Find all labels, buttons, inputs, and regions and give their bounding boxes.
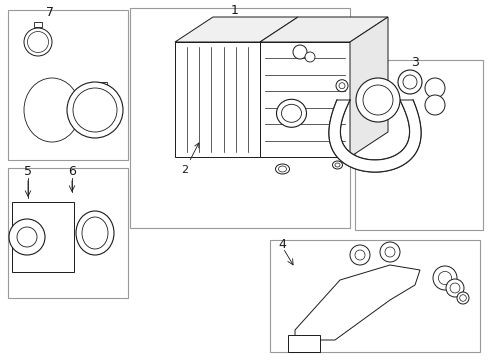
Circle shape: [305, 52, 314, 62]
Ellipse shape: [281, 104, 301, 122]
Bar: [20, 212, 32, 219]
Circle shape: [445, 279, 463, 297]
Circle shape: [349, 245, 369, 265]
Ellipse shape: [332, 161, 342, 169]
Circle shape: [379, 242, 399, 262]
Circle shape: [456, 292, 468, 304]
Bar: [354, 60, 482, 230]
Ellipse shape: [24, 78, 80, 142]
Circle shape: [24, 28, 52, 56]
Text: 2: 2: [181, 143, 199, 175]
Polygon shape: [12, 202, 74, 272]
Ellipse shape: [275, 164, 289, 174]
Circle shape: [459, 295, 466, 301]
Polygon shape: [287, 335, 319, 352]
Circle shape: [292, 45, 306, 59]
Circle shape: [354, 250, 364, 260]
Circle shape: [424, 95, 444, 115]
Ellipse shape: [278, 166, 286, 172]
Circle shape: [338, 83, 345, 89]
Text: 7: 7: [46, 5, 54, 18]
Text: 5: 5: [24, 166, 32, 179]
Circle shape: [17, 227, 37, 247]
Circle shape: [9, 219, 45, 255]
Ellipse shape: [42, 98, 62, 122]
Circle shape: [335, 80, 347, 92]
Bar: [8, 168, 128, 298]
Polygon shape: [175, 42, 260, 157]
Text: 4: 4: [278, 238, 285, 252]
Bar: [34, 22, 42, 27]
Polygon shape: [328, 100, 420, 172]
Ellipse shape: [76, 211, 114, 255]
Polygon shape: [260, 17, 387, 42]
Circle shape: [355, 78, 399, 122]
Polygon shape: [349, 17, 387, 157]
Circle shape: [402, 75, 416, 89]
Circle shape: [432, 266, 456, 290]
Text: 1: 1: [231, 4, 239, 18]
Circle shape: [424, 78, 444, 98]
Circle shape: [449, 283, 459, 293]
Bar: [8, 10, 128, 160]
Circle shape: [73, 88, 117, 132]
Ellipse shape: [82, 217, 108, 249]
Bar: [97, 82, 107, 88]
Polygon shape: [175, 17, 297, 42]
Ellipse shape: [334, 163, 339, 167]
Text: 6: 6: [68, 166, 76, 179]
Circle shape: [438, 271, 451, 285]
Circle shape: [397, 70, 421, 94]
Polygon shape: [260, 42, 349, 157]
Circle shape: [67, 82, 123, 138]
Text: 3: 3: [410, 57, 418, 69]
Bar: [130, 8, 349, 228]
Ellipse shape: [276, 99, 306, 127]
Circle shape: [362, 85, 392, 115]
Ellipse shape: [36, 90, 68, 130]
Circle shape: [27, 31, 48, 53]
Polygon shape: [294, 265, 419, 340]
Ellipse shape: [30, 84, 74, 136]
Bar: [269, 240, 479, 352]
Circle shape: [384, 247, 394, 257]
